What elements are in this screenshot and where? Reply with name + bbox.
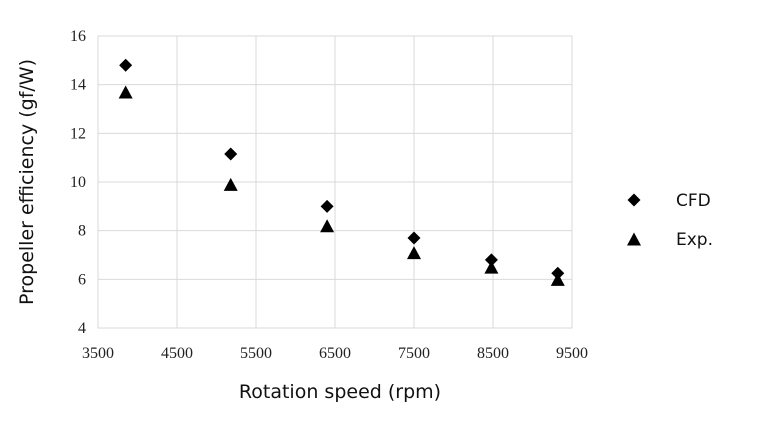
exp-point (484, 260, 499, 274)
legend-label: CFD (676, 191, 711, 211)
exp-point (118, 85, 133, 99)
x-axis-title: Rotation speed (rpm) (239, 381, 441, 403)
exp-point (550, 272, 565, 286)
y-tick-label: 14 (70, 77, 86, 94)
y-tick-label: 12 (70, 125, 86, 142)
legend-label: Exp. (676, 230, 713, 250)
plot-area (97, 35, 573, 329)
y-tick-label: 4 (78, 320, 86, 337)
cfd-point (119, 58, 133, 72)
data-points (118, 58, 565, 286)
legend: CFD Exp. (627, 191, 713, 250)
y-tick-label: 6 (78, 271, 86, 288)
x-tick-label: 6500 (319, 345, 351, 362)
x-tick-label: 8500 (477, 345, 509, 362)
exp-point (407, 246, 421, 260)
exp-point (223, 177, 238, 191)
x-tick-label: 9500 (556, 345, 588, 362)
gridlines (97, 35, 573, 329)
x-tick-label: 5500 (240, 345, 272, 362)
exp-point (320, 219, 335, 233)
legend-cfd-marker (627, 193, 641, 207)
legend-exp-marker (627, 232, 641, 246)
y-axis-title: Propeller efficiency (gf/W) (16, 59, 38, 305)
cfd-point (320, 199, 334, 213)
x-tick-label: 7500 (398, 345, 430, 362)
x-axis-ticks: 3500 4500 5500 6500 7500 8500 9500 (82, 345, 588, 362)
y-tick-label: 10 (70, 174, 86, 191)
cfd-point (407, 231, 421, 245)
y-tick-label: 16 (70, 28, 86, 45)
x-tick-label: 4500 (161, 345, 193, 362)
y-axis-ticks: 4 6 8 10 12 14 16 (70, 28, 86, 337)
cfd-point (224, 147, 238, 161)
x-tick-label: 3500 (82, 345, 114, 362)
cfd-point (484, 253, 498, 267)
y-tick-label: 8 (78, 223, 86, 240)
